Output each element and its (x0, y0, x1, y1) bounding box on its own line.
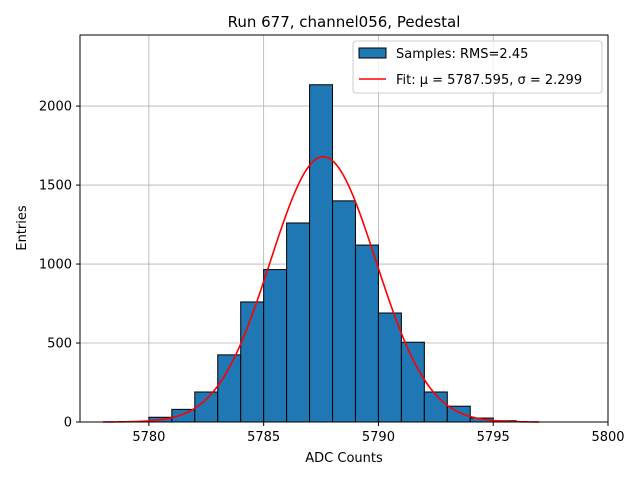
legend: Samples: RMS=2.45 Fit: μ = 5787.595, σ =… (352, 40, 603, 94)
x-tick-label: 5795 (477, 430, 510, 445)
x-tick-label: 5780 (132, 430, 165, 445)
histogram-bar (377, 312, 402, 423)
x-axis-ticks: 5780 5785 5790 5795 5800 (132, 422, 625, 445)
chart-title: Run 677, channel056, Pedestal (228, 13, 461, 31)
x-axis-title: ADC Counts (305, 451, 383, 466)
y-axis-title: Entries (15, 205, 30, 251)
x-tick-label: 5785 (247, 430, 280, 445)
x-tick-label: 5800 (591, 430, 624, 445)
histogram-bar (309, 84, 334, 423)
histogram-bar (354, 244, 379, 423)
histogram-bar (263, 269, 288, 423)
histogram-bar (194, 391, 219, 423)
legend-label-samples: Samples: RMS=2.45 (396, 47, 528, 62)
plot-frame (79, 34, 609, 423)
y-tick-label: 500 (47, 337, 72, 352)
y-tick-label: 1500 (39, 179, 72, 194)
legend-box (352, 40, 603, 94)
histogram-bar (332, 200, 356, 423)
legend-swatch-samples (358, 47, 387, 59)
y-tick-label: 2000 (39, 100, 72, 115)
histogram-bars (148, 84, 517, 423)
y-tick-label: 1000 (39, 258, 72, 273)
histogram-bar (217, 354, 242, 423)
x-tick-label: 5790 (362, 430, 395, 445)
y-axis-ticks: 0 500 1000 1500 2000 (39, 100, 80, 431)
histogram-bar (286, 222, 311, 423)
y-tick-label: 0 (64, 416, 72, 431)
histogram-bar (423, 391, 448, 423)
fit-curve (102, 155, 540, 423)
histogram-bar (171, 408, 196, 423)
histogram-bar (400, 341, 425, 423)
fit-curve-group (102, 155, 540, 423)
histogram-bar (240, 301, 265, 423)
legend-label-fit: Fit: μ = 5787.595, σ = 2.299 (396, 73, 582, 88)
